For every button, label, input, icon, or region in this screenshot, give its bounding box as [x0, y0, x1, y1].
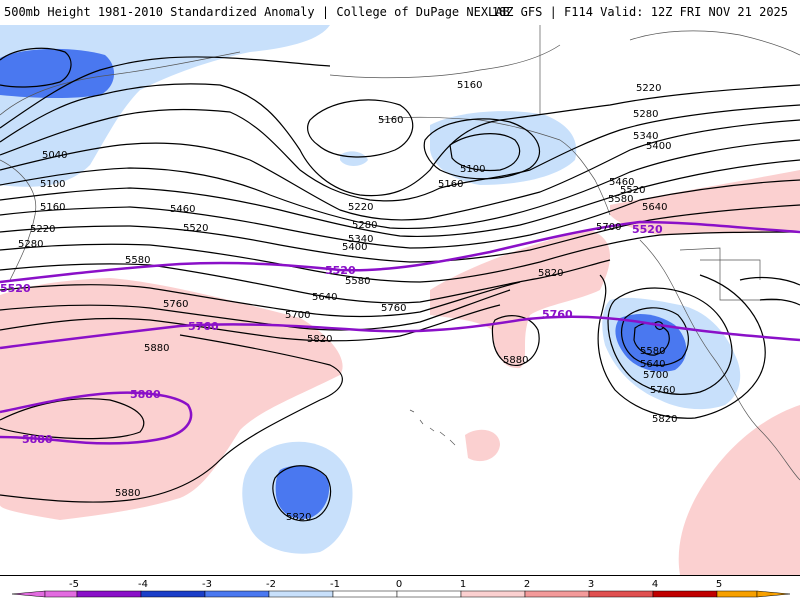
anomaly-map: 5040 5100 5160 5220 5280 5160 5220 5280 … [0, 22, 800, 575]
contour-label: 5220 [30, 224, 55, 235]
contour-label: 5160 [457, 80, 482, 91]
colorbar-segment [268, 590, 334, 598]
contour-label: 5820 [652, 414, 677, 425]
contour-label: 5580 [125, 255, 150, 266]
colorbar-label: 0 [396, 579, 402, 590]
contour-label: 5820 [538, 268, 563, 279]
colorbar-segment [76, 590, 142, 598]
contour-label: 5100 [40, 179, 65, 190]
colorbar-arrow-right [756, 590, 791, 598]
contour-label: 5760 [650, 385, 675, 396]
colorbar-label: -4 [138, 579, 148, 590]
contour-label: 5280 [633, 109, 658, 120]
contour-label: 5700 [643, 370, 668, 381]
highlight-label: 5520 [0, 282, 31, 295]
colorbar-label: 4 [652, 579, 658, 590]
colorbar-segment [204, 590, 270, 598]
contour-label: 5580 [640, 346, 665, 357]
contour-label: 5280 [352, 220, 377, 231]
contour-label: 5700 [596, 222, 621, 233]
contour-label: 5160 [40, 202, 65, 213]
colorbar-label: -2 [266, 579, 276, 590]
highlight-contours [0, 220, 800, 445]
contour-label: 5520 [620, 185, 645, 196]
highlight-label: 5880 [22, 433, 53, 446]
contour-label: 5400 [646, 141, 671, 152]
contour-label: 5880 [503, 355, 528, 366]
contour-label: 5100 [460, 164, 485, 175]
map-header: 500mb Height 1981-2010 Standardized Anom… [0, 0, 800, 22]
colorbar-label: -1 [330, 579, 340, 590]
contour-label: 5640 [640, 359, 665, 370]
colorbar-segment [44, 590, 78, 598]
colorbar-label: -3 [202, 579, 212, 590]
colorbar-segment [652, 590, 718, 598]
colorbar-label: 1 [460, 579, 466, 590]
contour-label: 5640 [312, 292, 337, 303]
colorbar-label: 5 [716, 579, 722, 590]
colorbar-arrow-left [11, 590, 46, 598]
contour-label: 5760 [163, 299, 188, 310]
colorbar-segment [524, 590, 590, 598]
contour-label: 5700 [285, 310, 310, 321]
highlight-label: 5760 [542, 308, 573, 321]
highlight-contour-labels: 5520 5520 5520 5760 5760 5880 5880 [0, 223, 663, 446]
contour-label: 5160 [438, 179, 463, 190]
colorbar-label: 2 [524, 579, 530, 590]
color-scale-bar: -5 -4 -3 -2 -1 0 1 2 3 4 5 [0, 575, 800, 598]
map-title: 500mb Height 1981-2010 Standardized Anom… [4, 5, 510, 19]
contour-label: 5460 [170, 204, 195, 215]
colorbar-segment [716, 590, 758, 598]
contour-label: 5820 [307, 334, 332, 345]
colorbar-segment [588, 590, 654, 598]
contour-label: 5880 [115, 488, 140, 499]
contour-label: 5340 [633, 131, 658, 142]
contour-label: 5040 [42, 150, 67, 161]
coastlines [0, 25, 800, 481]
contour-label: 5580 [345, 276, 370, 287]
highlight-label: 5760 [188, 320, 219, 333]
colorbar-segment [396, 590, 462, 598]
contour-label: 5820 [286, 512, 311, 523]
contour-label: 5460 [609, 177, 634, 188]
highlight-label: 5520 [632, 223, 663, 236]
contour-label: 5880 [144, 343, 169, 354]
run-info: 18Z GFS | F114 Valid: 12Z FRI NOV 21 202… [491, 5, 788, 19]
colorbar-label: 3 [588, 579, 594, 590]
colorbar-label: -5 [69, 579, 79, 590]
contour-label: 5220 [348, 202, 373, 213]
colorbar-segment [460, 590, 526, 598]
contour-label: 5160 [378, 115, 403, 126]
highlight-label: 5520 [325, 264, 356, 277]
contour-label: 5520 [183, 223, 208, 234]
contour-label: 5220 [636, 83, 661, 94]
highlight-label: 5880 [130, 388, 161, 401]
contour-labels: 5040 5100 5160 5220 5280 5160 5220 5280 … [18, 80, 677, 523]
contour-label: 5640 [642, 202, 667, 213]
colorbar-segment [332, 590, 398, 598]
contour-label: 5580 [608, 194, 633, 205]
contour-label: 5340 [348, 234, 373, 245]
contour-label: 5400 [342, 242, 367, 253]
contour-label: 5280 [18, 239, 43, 250]
positive-anomaly-shading [0, 170, 800, 575]
contour-label: 5760 [381, 303, 406, 314]
colorbar-segment [140, 590, 206, 598]
